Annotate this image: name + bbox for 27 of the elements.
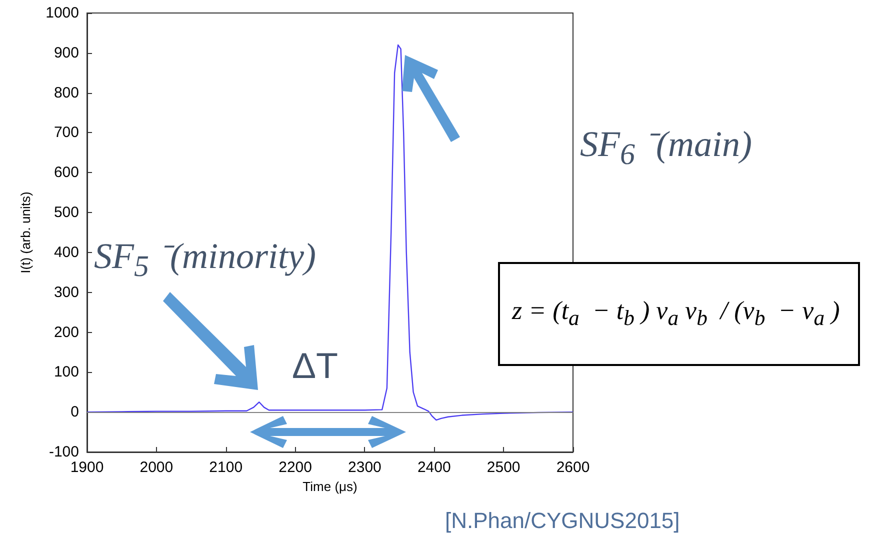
x-tick-label: 2200 <box>278 459 312 476</box>
y-tick-label: 0 <box>70 404 79 421</box>
y-tick-label: 700 <box>54 124 79 142</box>
x-axis-title: Time (μs) <box>302 479 358 494</box>
x-tick-label: 1900 <box>70 459 104 476</box>
y-tick-label: 900 <box>54 44 79 62</box>
x-tick-label: 2600 <box>556 459 590 476</box>
y-tick-label: 500 <box>54 204 79 222</box>
y-tick-label: 300 <box>54 284 79 301</box>
y-tick-label: 600 <box>54 164 79 182</box>
y-tick-label: 200 <box>54 324 79 341</box>
x-tick-label: 2300 <box>348 459 382 476</box>
annotation: SF$_{5}$⁻(minority) <box>94 235 316 284</box>
y-tick-label: 1000 <box>46 4 79 22</box>
x-tick-label: 2500 <box>486 459 520 476</box>
x-tick-label: 2000 <box>140 459 174 476</box>
y-tick-label: 400 <box>54 244 79 261</box>
x-tick-label: 2100 <box>209 459 243 476</box>
text: [N.Phan/CYGNUS2015] <box>445 508 680 534</box>
y-tick-label: 800 <box>54 84 79 102</box>
text: SF$_{6}$⁻(main) <box>580 123 752 172</box>
text: z = (t$_{a}$ − t$_{b}$) v$_{a}$v$_{b}$ / (v$_{b}$ − v$_{a}$) <box>512 296 840 330</box>
y-axis-title: I(t) (arb. units) <box>18 192 33 274</box>
y-tick-label: -100 <box>48 444 79 460</box>
annotation: ΔT <box>292 345 338 387</box>
x-tick-label: 2400 <box>417 459 451 476</box>
y-tick-label: 100 <box>54 364 79 381</box>
